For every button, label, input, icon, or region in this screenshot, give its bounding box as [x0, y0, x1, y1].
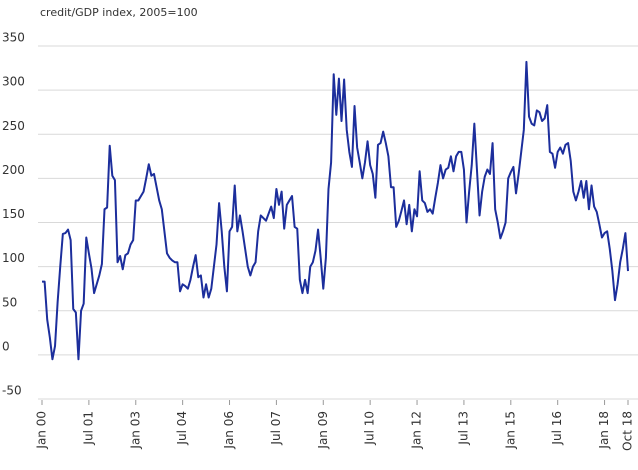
line-series — [42, 60, 629, 361]
y-tick-label: 300 — [2, 75, 25, 89]
x-tick-label: Jan 06 — [222, 411, 236, 450]
y-tick-label: 0 — [2, 339, 10, 353]
x-tick-label: Jan 09 — [316, 411, 330, 450]
x-tick-label: Jan 12 — [410, 411, 424, 450]
x-tick-label: Jan 15 — [503, 411, 517, 450]
y-tick-label: 50 — [2, 295, 17, 309]
y-tick-label: 350 — [2, 31, 25, 45]
x-tick-label: Jul 16 — [550, 411, 564, 446]
x-tick-label: Jul 07 — [269, 411, 283, 446]
x-tick-label: Jul 01 — [81, 411, 95, 446]
y-tick-label: 150 — [2, 207, 25, 221]
x-tick-label: Jul 13 — [456, 411, 470, 446]
y-tick-label: 200 — [2, 163, 25, 177]
chart-subtitle: credit/GDP index, 2005=100 — [40, 6, 198, 19]
y-tick-label: 100 — [2, 251, 25, 265]
x-tick-label: Jan 18 — [597, 411, 611, 450]
x-tick-label: Jul 04 — [175, 411, 189, 446]
y-tick-label: 250 — [2, 119, 25, 133]
x-tick-label: Jul 10 — [363, 411, 377, 446]
x-tick-label: Jan 00 — [35, 411, 49, 450]
x-tick-label: Oct 18 — [621, 411, 635, 451]
y-tick-label: -50 — [2, 384, 22, 398]
x-tick-label: Jan 03 — [128, 411, 142, 450]
